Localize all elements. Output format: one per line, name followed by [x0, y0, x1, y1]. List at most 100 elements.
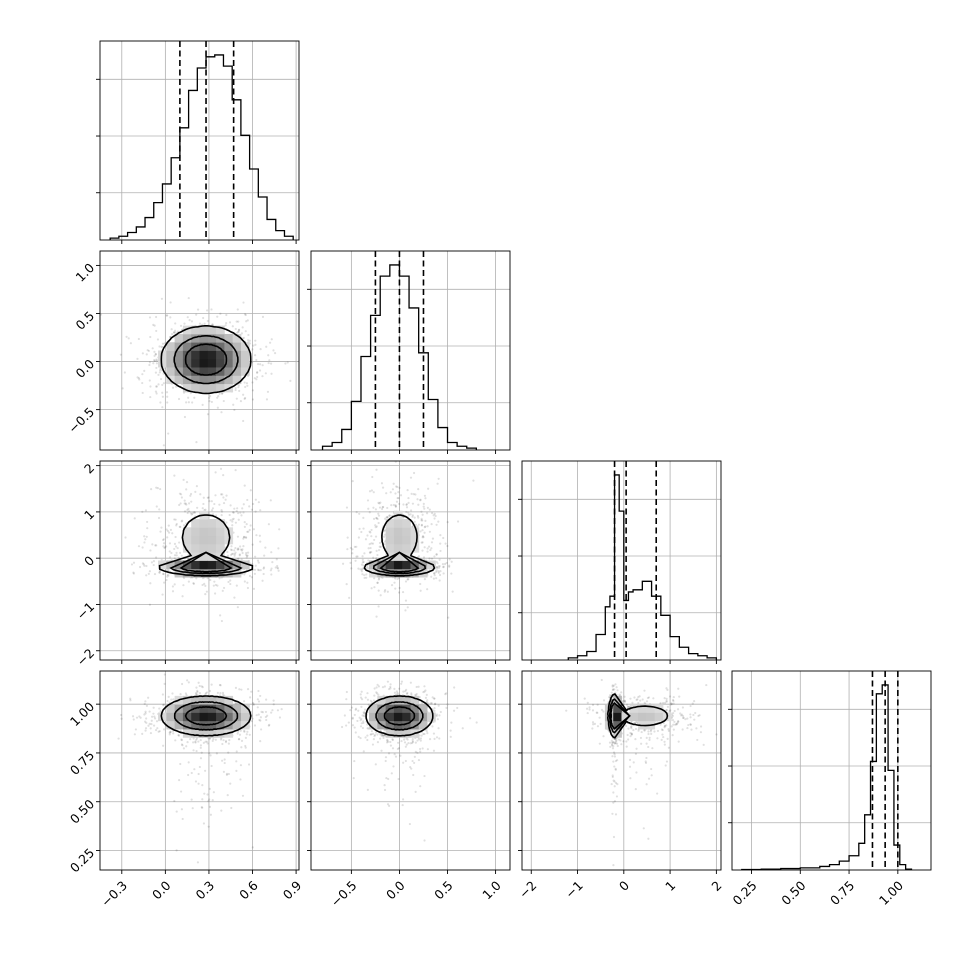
scatter-point: [387, 777, 390, 781]
scatter-point: [235, 331, 238, 335]
scatter-point: [271, 560, 274, 564]
scatter-point: [149, 731, 153, 735]
scatter-point: [380, 482, 384, 485]
scatter-point: [147, 349, 150, 353]
density-cell: [216, 358, 225, 368]
scatter-point: [177, 734, 180, 737]
scatter-point: [224, 741, 228, 744]
scatter-point: [234, 551, 237, 554]
scatter-point: [424, 696, 428, 699]
scatter-point: [153, 359, 156, 362]
scatter-point: [370, 528, 373, 532]
density-cell: [199, 333, 209, 343]
scatter-point: [173, 583, 176, 586]
scatter-point: [204, 769, 207, 772]
scatter-point: [421, 747, 424, 750]
scatter-point: [155, 385, 159, 388]
scatter-point: [411, 514, 414, 517]
density-cell: [393, 712, 403, 722]
scatter-point: [360, 563, 364, 566]
scatter-point: [439, 542, 442, 545]
scatter-point: [372, 491, 375, 494]
scatter-point: [200, 685, 203, 688]
scatter-point: [354, 731, 357, 734]
scatter-point: [127, 337, 130, 340]
scatter-point: [415, 692, 418, 696]
scatter-point: [244, 553, 248, 556]
scatter-point: [368, 490, 372, 493]
scatter-point: [362, 711, 365, 714]
scatter-point: [199, 493, 202, 496]
histogram-bars: [741, 684, 913, 870]
scatter-point: [173, 557, 176, 560]
scatter-point: [361, 726, 365, 730]
density-cell: [418, 704, 428, 713]
scatter-point: [366, 692, 369, 695]
scatter-point: [244, 385, 247, 389]
scatter-point: [373, 538, 376, 542]
scatter-point: [380, 749, 383, 752]
scatter-point: [242, 535, 246, 538]
scatter-point: [341, 562, 345, 565]
scatter-point: [154, 728, 158, 732]
scatter-point: [129, 699, 132, 702]
scatter-point: [220, 392, 224, 395]
scatter-point: [208, 737, 212, 740]
scatter-point: [405, 503, 408, 506]
scatter-point: [357, 536, 360, 539]
density-cell: [410, 568, 420, 578]
scatter-point: [141, 373, 144, 376]
scatter-point: [162, 542, 166, 545]
histogram-bars: [567, 474, 718, 660]
scatter-point: [278, 528, 281, 531]
scatter-point: [394, 504, 397, 507]
scatter-point: [421, 536, 424, 539]
scatter-point: [259, 719, 262, 722]
scatter-point: [245, 382, 249, 385]
scatter-point: [221, 392, 224, 395]
scatter-point: [278, 716, 282, 719]
density-cell: [427, 712, 436, 722]
density-cell: [191, 375, 200, 385]
density-cell: [199, 358, 209, 368]
scatter-point: [155, 358, 158, 361]
density-cell: [224, 342, 234, 351]
scatter-point: [396, 485, 399, 489]
scatter-point: [159, 377, 163, 381]
scatter-point: [167, 574, 170, 577]
scatter-point: [445, 561, 448, 565]
scatter-point: [347, 721, 350, 724]
scatter-point: [138, 715, 141, 718]
scatter-point: [178, 551, 182, 554]
scatter-point: [191, 401, 194, 404]
scatter-point: [369, 546, 372, 550]
scatter-point: [383, 784, 386, 787]
density-cell: [385, 543, 395, 553]
scatter-point: [246, 319, 249, 322]
scatter-point: [376, 581, 379, 584]
scatter-point: [351, 724, 355, 727]
scatter-point: [190, 798, 193, 801]
scatter-point: [380, 507, 384, 511]
scatter-point: [373, 577, 376, 580]
density-cell: [232, 375, 242, 385]
scatter-point: [374, 526, 377, 529]
scatter-point: [423, 690, 426, 693]
scatter-point: [435, 523, 438, 526]
scatter-point: [435, 714, 438, 718]
scatter-point: [175, 524, 178, 527]
density-cell: [216, 695, 225, 705]
scatter-point: [409, 476, 413, 479]
scatter-point: [206, 793, 209, 796]
scatter-point: [155, 385, 158, 388]
scatter-point: [261, 364, 264, 367]
density-cell: [224, 333, 234, 343]
scatter-point: [410, 692, 413, 695]
scatter-point: [238, 328, 241, 331]
scatter-point: [399, 494, 403, 497]
scatter-point: [257, 713, 260, 716]
scatter-point: [438, 558, 441, 561]
scatter-point: [143, 541, 146, 544]
scatter-point: [246, 339, 250, 342]
scatter-point: [252, 502, 255, 506]
